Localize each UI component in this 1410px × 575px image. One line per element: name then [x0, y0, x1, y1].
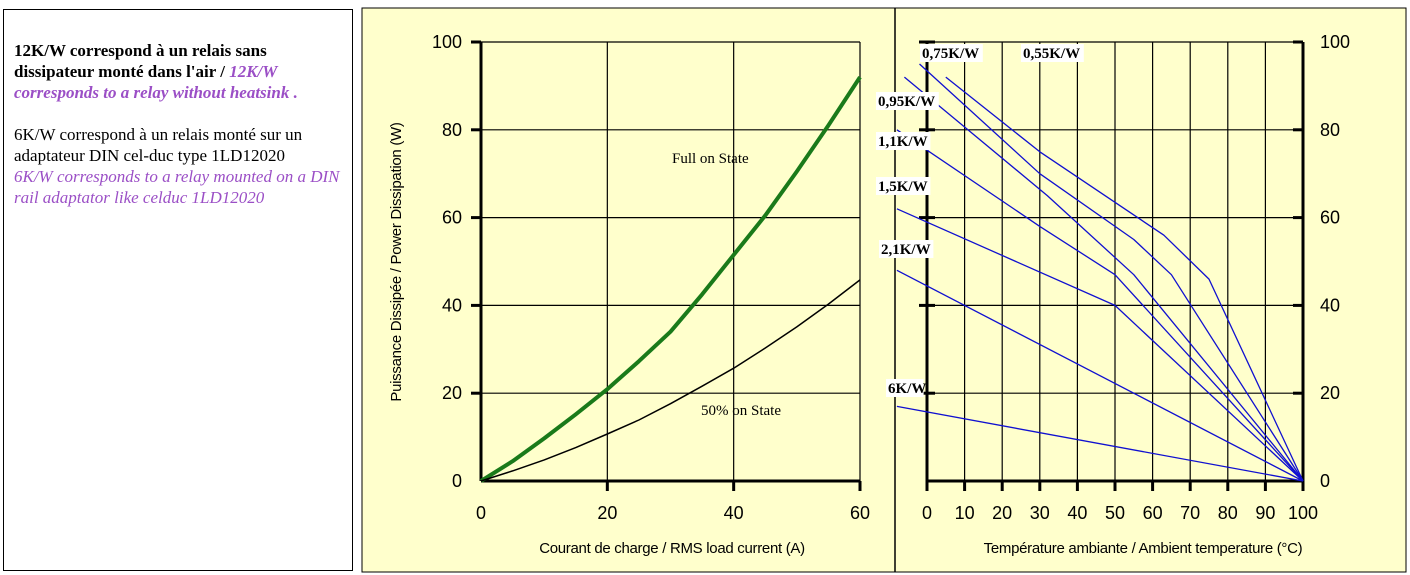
fifty-on-state-label: 50% on State	[701, 403, 781, 419]
left-x-tick-label: 60	[850, 503, 870, 523]
right-x-tick-label: 50	[1105, 503, 1125, 523]
thermal-curve-0-75k-w	[919, 63, 1304, 482]
full-on-state-label: Full on State	[672, 151, 749, 167]
left-y-tick-label: 40	[442, 295, 462, 315]
right-x-tick-label: 80	[1218, 503, 1238, 523]
thermal-curve-6k-w	[896, 405, 1304, 482]
right-y-tick-label: 60	[1320, 208, 1340, 228]
left-x-tick-label: 0	[476, 503, 486, 523]
left-y-tick-label: 0	[452, 471, 462, 491]
left-plot-series	[479, 76, 862, 483]
note-6kw-fr: 6K/W correspond à un relais monté sur un…	[14, 125, 303, 165]
thermal-curve-0-95k-w	[903, 76, 1304, 482]
right-y-tick-label: 40	[1320, 295, 1340, 315]
right-x-tick-label: 20	[992, 503, 1012, 523]
left-y-tick-label: 80	[442, 120, 462, 140]
left-y-tick-label: 100	[432, 32, 462, 52]
note-6kw: 6K/W correspond à un relais monté sur un…	[14, 124, 342, 208]
left-x-tick-label: 40	[724, 503, 744, 523]
thermal-curve-1-5k-w	[896, 208, 1304, 482]
full-on-state-curve	[479, 76, 862, 483]
thermal-label: 1,1K/W	[878, 134, 928, 150]
right-x-tick-label: 10	[955, 503, 975, 523]
right-x-tick-label: 60	[1143, 503, 1163, 523]
right-x-tick-label: 0	[922, 503, 932, 523]
thermal-label-bg	[886, 379, 924, 397]
thermal-label: 2,1K/W	[881, 242, 931, 258]
right-y-tick-label: 0	[1320, 471, 1330, 491]
thermal-curve-1-1k-w	[896, 129, 1304, 482]
right-x-tick-label: 100	[1288, 503, 1318, 523]
thermal-label-bg	[876, 177, 931, 195]
right-x-tick-label: 30	[1030, 503, 1050, 523]
note-12kw-en: 12K/W corresponds to a relay without hea…	[14, 62, 298, 102]
right-plot-grid	[919, 40, 1305, 491]
note-12kw-fr: 12K/W correspond à un relais sans dissip…	[14, 41, 267, 81]
left-plot-grid	[471, 40, 862, 491]
fifty-on-state-curve	[480, 279, 861, 482]
left-y-tick-label: 20	[442, 383, 462, 403]
note-6kw-en: 6K/W corresponds to a relay mounted on a…	[14, 167, 340, 207]
thermal-resistance-labels: 0,55K/W 0,75K/W 0,95K/W 1,1K/W 1,5K/W 2,1K/W 6…	[876, 44, 1084, 397]
left-x-axis-title: Courant de charge / RMS load current (A)	[539, 540, 805, 557]
thermal-label-bg	[876, 132, 931, 150]
thermal-label-bg	[920, 44, 983, 62]
thermal-label: 6K/W	[888, 381, 926, 397]
note-12kw: 12K/W correspond à un relais sans dissip…	[14, 40, 342, 103]
right-y-tick-label: 20	[1320, 383, 1340, 403]
right-x-tick-label: 70	[1180, 503, 1200, 523]
thermal-label: 0,95K/W	[878, 94, 935, 110]
description-panel: 12K/W correspond à un relais sans dissip…	[3, 9, 353, 571]
left-x-tick-label: 20	[597, 503, 617, 523]
thermal-label-bg	[879, 240, 934, 258]
right-y-tick-label: 100	[1320, 32, 1350, 52]
thermal-label: 0,75K/W	[922, 46, 979, 62]
right-y-tick-label: 80	[1320, 120, 1340, 140]
right-x-tick-label: 40	[1067, 503, 1087, 523]
thermal-label: 1,5K/W	[878, 179, 928, 195]
right-x-axis-title: Température ambiante / Ambient temperatu…	[984, 540, 1303, 557]
thermal-label: 0,55K/W	[1023, 46, 1080, 62]
right-x-tick-label: 90	[1255, 503, 1275, 523]
thermal-label-bg	[1021, 44, 1084, 62]
thermal-curve-0-55k-w	[945, 76, 1304, 482]
left-tick-labels: 0 20 40 60 80 100 0 20 40 60	[432, 32, 870, 523]
thermal-curve-2-1k-w	[896, 269, 1304, 482]
left-y-tick-label: 60	[442, 208, 462, 228]
right-plot-series	[896, 63, 1304, 482]
y-axis-title: Puissance Dissipée / Power Dissipation (…	[388, 122, 405, 401]
thermal-label-bg	[876, 92, 939, 110]
